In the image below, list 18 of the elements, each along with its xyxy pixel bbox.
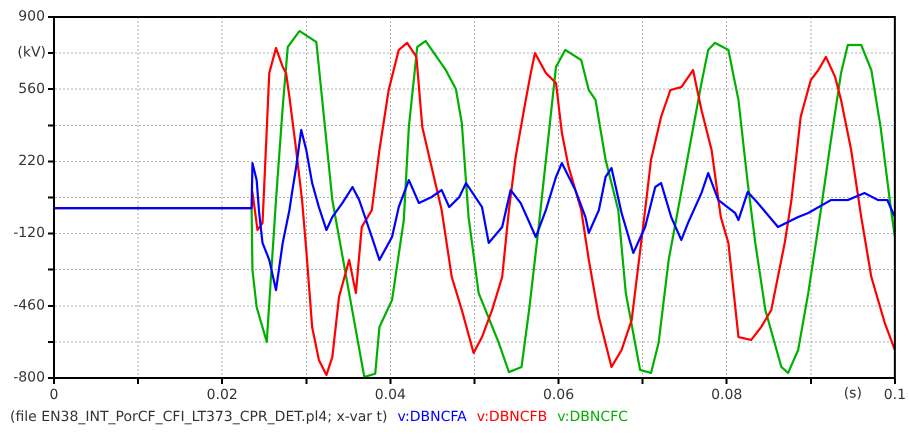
y-tick-label: -120	[13, 225, 45, 242]
y-tick-label: 220	[18, 153, 45, 170]
y-axis-title: (kV)	[17, 44, 46, 61]
y-tick-label: 560	[18, 80, 45, 97]
x-tick-label: 0.1	[884, 387, 906, 404]
x-tick-label: 0.08	[711, 387, 742, 404]
y-tick-label: -800	[13, 370, 45, 386]
y-tick-label: -460	[13, 297, 45, 314]
x-tick-label: 0.04	[374, 387, 406, 404]
x-tick-label: 0.06	[542, 387, 574, 404]
text: v:DBNCFC	[557, 409, 628, 425]
text: (file EN38_INT_PorCF_CFI_LT373_CPR_DET.pl4; x-var t)	[10, 409, 388, 425]
text: v:DBNCFA	[397, 409, 467, 425]
text: v:DBNCFB	[476, 409, 548, 425]
y-tick-label: 900	[18, 8, 45, 25]
x-axis-title: (s)	[844, 386, 862, 402]
x-tick-label: 0	[50, 387, 58, 404]
x-tick-label: 0.02	[206, 387, 238, 404]
